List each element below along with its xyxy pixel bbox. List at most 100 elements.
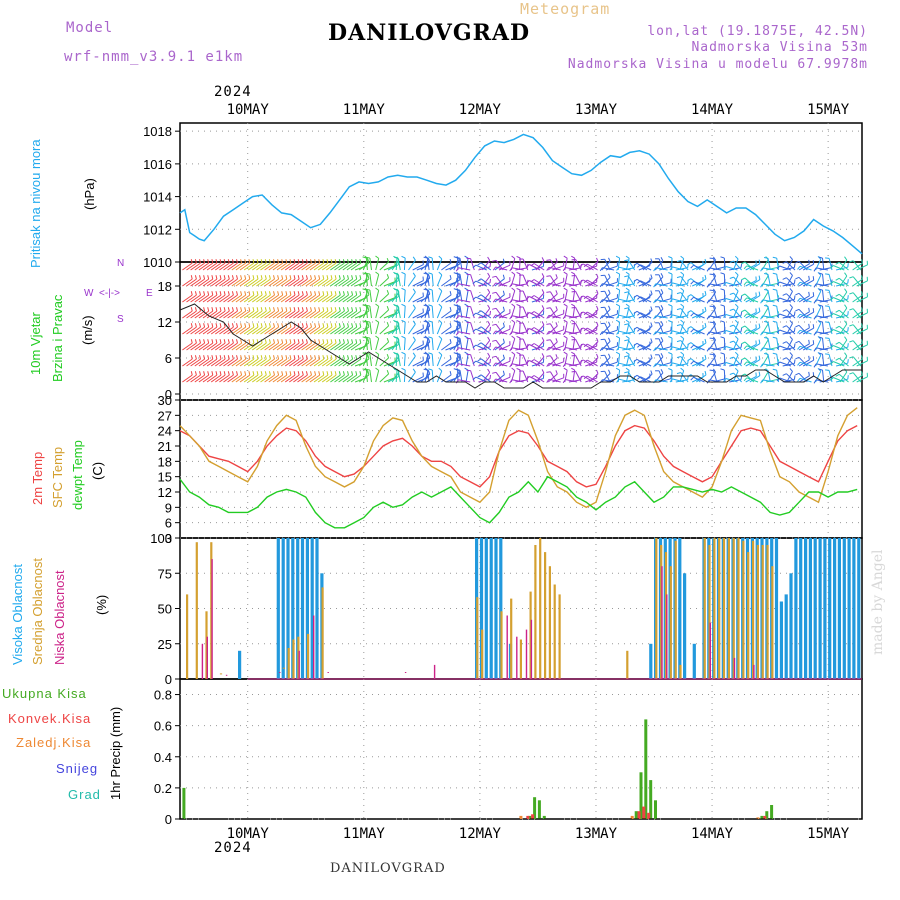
wind-barb	[219, 262, 230, 271]
wind-barb-flag	[758, 275, 761, 280]
wind-barb-flag	[215, 323, 218, 328]
wind-barb-flag	[734, 367, 739, 372]
wind-barb-flag	[285, 371, 288, 376]
wind-barb-flag	[583, 327, 588, 332]
wind-barb	[533, 279, 545, 287]
wind-barb-flag	[227, 355, 230, 360]
wind-barb-flag	[359, 291, 362, 296]
wind-barb-flag	[401, 287, 406, 291]
wind-barb-flag	[438, 335, 443, 340]
wind-barb	[552, 313, 564, 319]
wind-barb	[586, 295, 598, 303]
wind-barb-flag	[808, 275, 810, 280]
wind-barb-flag	[492, 346, 497, 351]
wind-barb	[369, 370, 372, 383]
wind-barb	[749, 263, 761, 271]
wind-barb	[338, 326, 349, 335]
wind-barb-flag	[256, 355, 259, 360]
wind-barb	[186, 374, 197, 383]
wind-barb	[441, 342, 452, 351]
wind-barb	[264, 294, 275, 303]
wind-barb	[231, 374, 242, 383]
wind-barb	[247, 326, 259, 335]
wind-barb-flag	[231, 323, 234, 328]
wind-barb	[744, 309, 755, 319]
wind-barb-flag	[326, 307, 329, 312]
wind-barb-flag	[260, 259, 263, 264]
wind-barb-flag	[615, 255, 620, 259]
wind-barb-flag	[227, 323, 230, 328]
wind-barb	[403, 369, 406, 383]
total-precip-bar	[765, 811, 769, 819]
wind-barb	[321, 342, 333, 351]
wind-barb-flag	[281, 307, 284, 312]
wind-barb-flag	[338, 371, 341, 376]
wind-barb-flag	[706, 283, 710, 288]
y-tick-label: 0.6	[154, 719, 172, 734]
wind-barb	[601, 309, 611, 319]
wind-barb-flag	[367, 306, 370, 312]
wind-barb-flag	[359, 307, 362, 312]
wind-barb-flag	[231, 259, 234, 264]
wind-barb	[659, 330, 672, 335]
wind-barb-flag	[301, 355, 304, 360]
wind-barb-flag	[687, 310, 692, 314]
wind-barb	[280, 310, 292, 319]
wind-barb-flag	[509, 267, 513, 272]
wind-barb	[465, 354, 469, 367]
wind-barb-flag	[301, 323, 304, 328]
wind-barb-flag	[797, 265, 801, 270]
wind-barb-flag	[793, 327, 796, 332]
y-tick-label: 75	[158, 566, 172, 581]
wind-barb-flag	[322, 355, 325, 360]
wind-barb-flag	[492, 266, 497, 271]
wind-barb-flag	[472, 264, 477, 269]
wind-barb	[369, 306, 372, 319]
wind-barb	[369, 290, 372, 303]
wind-barb-flag	[625, 271, 630, 275]
wind-barb-flag	[203, 259, 206, 264]
wind-barb	[586, 343, 598, 351]
wind-barb-flag	[797, 361, 801, 366]
wind-barb-flag	[608, 305, 611, 310]
wind-barb-flag	[849, 292, 854, 295]
wind-barb	[511, 363, 524, 367]
wind-barb-flag	[289, 371, 292, 376]
wind-barb-flag	[330, 371, 333, 376]
wind-barb	[627, 307, 636, 319]
wind-barb-flag	[423, 368, 428, 371]
wind-barb-flag	[676, 292, 681, 295]
high-cloud-bar	[799, 538, 803, 679]
wind-barb	[547, 309, 558, 319]
wind-barb	[852, 308, 862, 319]
wind-barb-flag	[795, 260, 800, 264]
wind-barb-flag	[530, 343, 535, 347]
wind-barb-flag	[248, 371, 251, 376]
wind-barb	[636, 294, 648, 303]
wind-barb-flag	[394, 304, 399, 307]
wind-barb-flag	[207, 371, 210, 376]
high-cloud-bar	[649, 643, 653, 680]
wind-barb-flag	[289, 259, 292, 264]
wind-barb-flag	[579, 295, 584, 299]
wind-barb-flag	[511, 271, 516, 275]
wind-barb	[194, 374, 205, 383]
wind-barb-flag	[281, 323, 284, 328]
wind-barb-flag	[264, 307, 267, 312]
wind-barb	[309, 278, 320, 287]
wind-barb-flag	[743, 265, 748, 270]
wind-barb	[816, 331, 828, 335]
high-cloud-bar	[808, 538, 812, 679]
wind-barb	[395, 321, 398, 335]
wind-barb-flag	[812, 276, 815, 281]
wind-barb	[375, 274, 380, 287]
wind-barb	[330, 294, 341, 303]
wind-barb-flag	[334, 291, 337, 296]
wind-barb-flag	[492, 355, 497, 358]
wind-barb-flag	[401, 303, 406, 307]
wind-barb	[786, 277, 796, 287]
wind-barb	[693, 344, 705, 351]
wind-barb	[618, 266, 631, 271]
wind-barb-flag	[297, 355, 300, 360]
wind-barb-flag	[338, 339, 341, 344]
